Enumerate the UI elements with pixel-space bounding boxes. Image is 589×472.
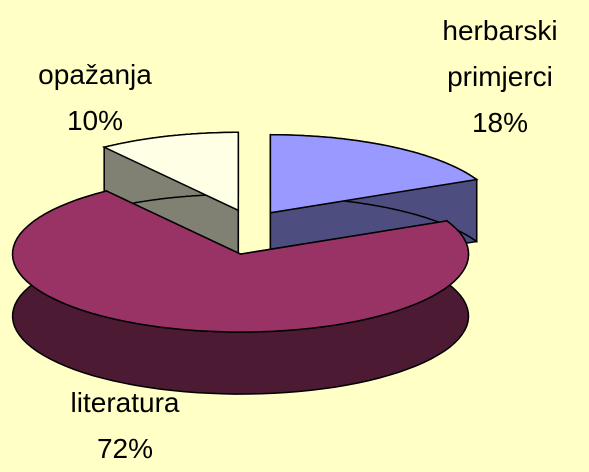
category-label: herbarski primjerci (442, 15, 558, 92)
slice-label: opažanja 10% (5, 52, 185, 144)
value-label: 18% (471, 107, 529, 138)
slice (11, 189, 470, 395)
category-label: opažanja (38, 59, 152, 90)
category-label: literatura (70, 387, 180, 418)
slice-label: literatura 72% (40, 380, 210, 472)
value-label: 72% (96, 433, 154, 464)
value-label: 10% (66, 105, 124, 136)
slice-label: herbarski primjerci 18% (415, 8, 585, 146)
slice-top (101, 131, 240, 212)
slice-top (11, 190, 470, 333)
slice-top (269, 133, 479, 214)
